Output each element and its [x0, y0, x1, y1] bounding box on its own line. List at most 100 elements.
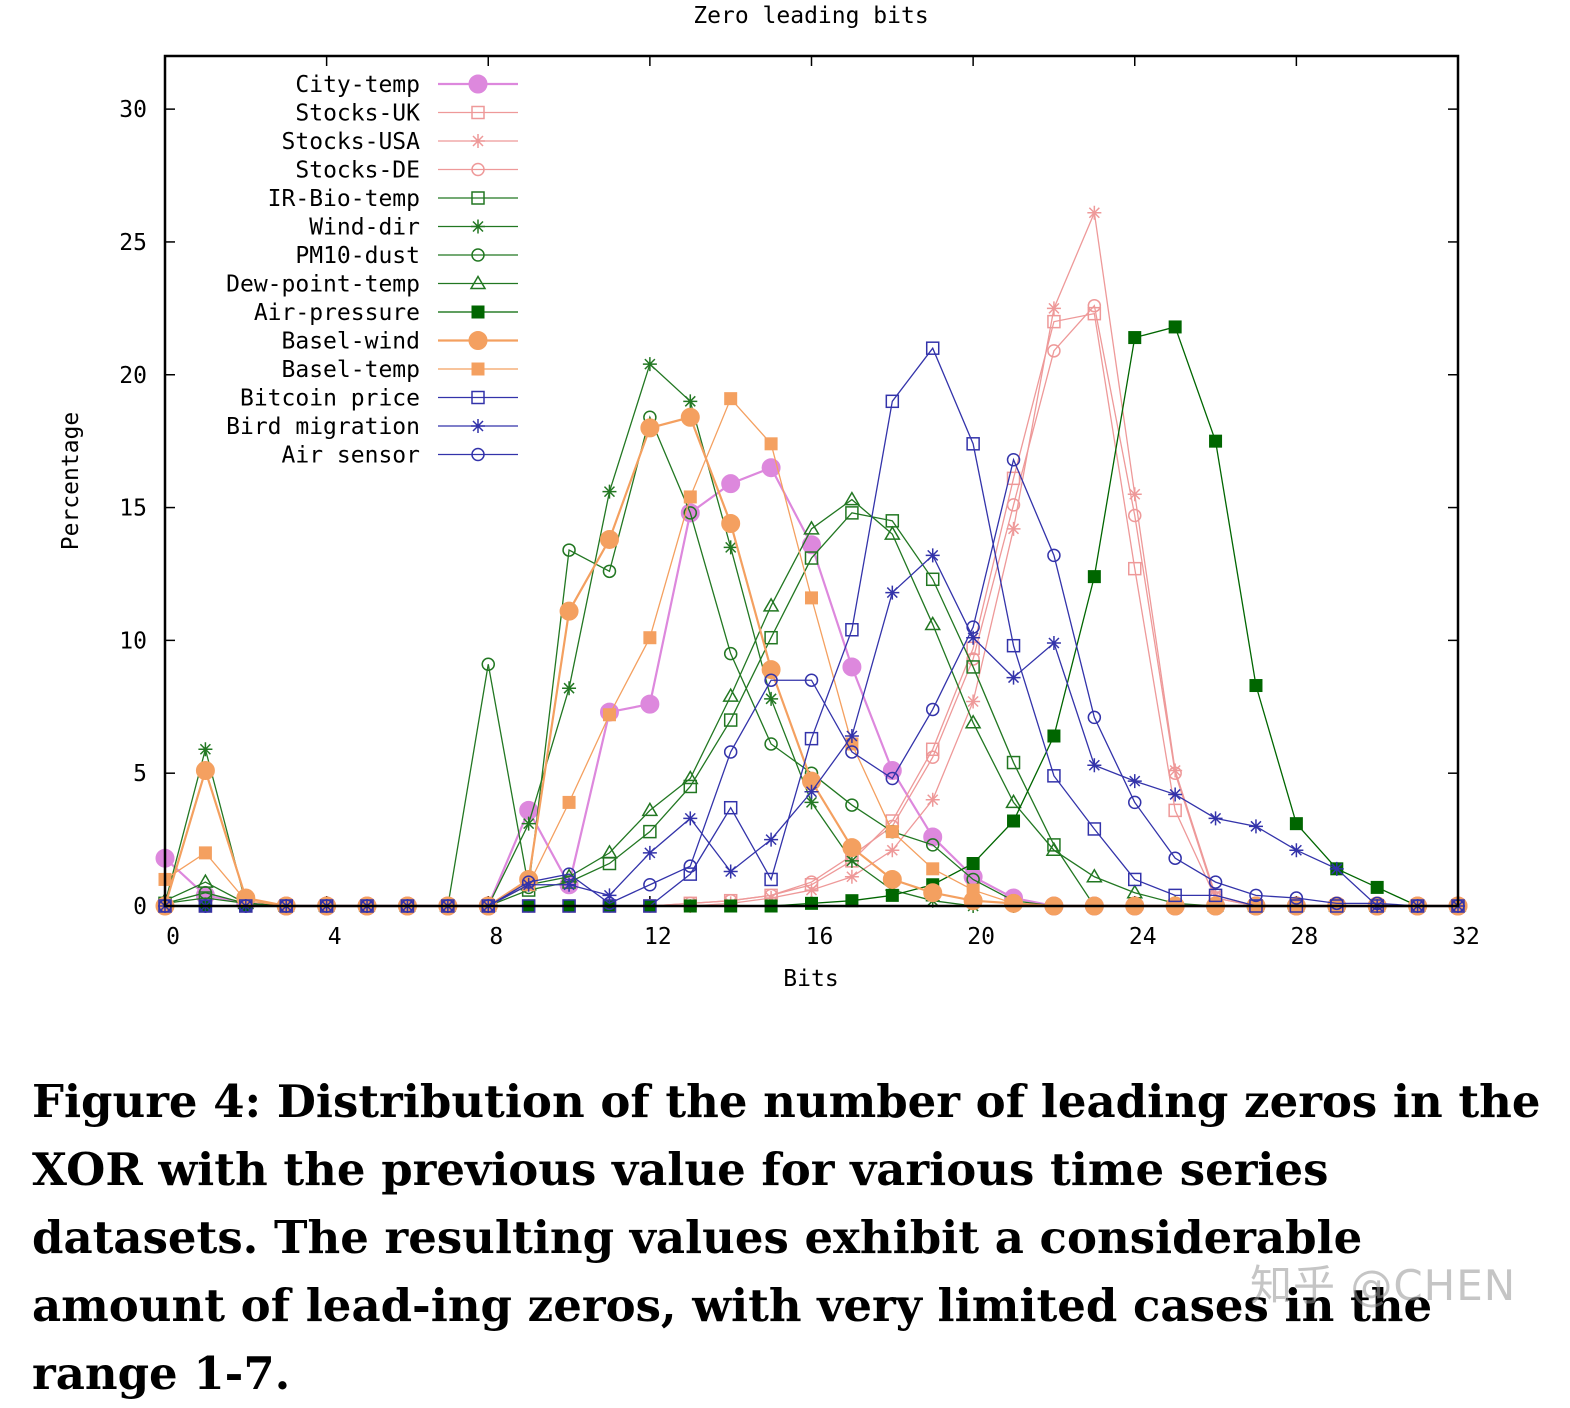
- data-point: [804, 551, 819, 565]
- data-point: [1168, 803, 1182, 818]
- data-point: [966, 652, 980, 666]
- data-point: [966, 883, 980, 897]
- data-point: [562, 543, 576, 557]
- data-point: [1249, 888, 1263, 903]
- data-point: [471, 447, 485, 462]
- data-point: [844, 853, 859, 868]
- data-point: [1047, 729, 1061, 743]
- legend-label: PM10-dust: [295, 243, 420, 269]
- figure-caption: Figure 4: Distribution of the number of …: [32, 1075, 1541, 1400]
- data-point: [1006, 498, 1021, 512]
- series-pm10-dust: [158, 410, 1465, 913]
- data-point: [468, 74, 488, 94]
- legend-label: Stocks-UK: [295, 101, 420, 127]
- data-point: [723, 713, 738, 727]
- data-point: [1168, 320, 1182, 334]
- data-point: [643, 878, 657, 892]
- data-point: [1006, 670, 1021, 685]
- data-point: [521, 877, 536, 892]
- data-point: [1289, 891, 1304, 905]
- axis-ticks: 0 4 8 12 16 20 24 28 32 0 5 10 15 20 25 30: [119, 56, 1480, 950]
- data-point: [471, 390, 485, 405]
- data-point: [1007, 814, 1021, 828]
- data-point: [1128, 872, 1142, 887]
- x-tick-label: 8: [489, 924, 503, 950]
- data-point: [764, 737, 778, 751]
- data-point: [1330, 896, 1344, 911]
- data-point: [966, 620, 980, 634]
- data-point: [1248, 819, 1263, 834]
- data-point: [964, 714, 982, 729]
- data-point: [925, 572, 940, 587]
- data-point: [842, 838, 862, 858]
- x-tick-label: 16: [806, 924, 834, 950]
- x-tick-label: 0: [166, 924, 180, 950]
- data-point: [471, 134, 485, 148]
- data-point: [722, 687, 739, 702]
- x-tick-label: 20: [967, 924, 995, 950]
- x-tick-label: 12: [644, 924, 672, 950]
- data-point: [471, 419, 485, 433]
- data-point: [521, 816, 536, 831]
- data-point: [1168, 888, 1182, 903]
- data-point: [925, 548, 940, 563]
- y-tick-label: 15: [119, 496, 147, 522]
- y-tick-label: 10: [119, 628, 147, 654]
- series-basel-wind: [155, 407, 1468, 916]
- data-point: [1168, 787, 1183, 802]
- data-point: [885, 888, 899, 902]
- data-point: [1289, 817, 1303, 831]
- data-point: [1045, 841, 1063, 856]
- data-point: [844, 869, 859, 884]
- data-point: [926, 862, 940, 876]
- data-point: [925, 750, 940, 764]
- data-point: [885, 585, 900, 600]
- data-point: [681, 770, 699, 785]
- data-point: [843, 491, 861, 506]
- data-point: [1126, 884, 1144, 899]
- y-tick-label: 5: [133, 761, 147, 787]
- data-point: [1086, 868, 1103, 883]
- data-point: [882, 869, 902, 889]
- data-point: [195, 761, 215, 781]
- data-point: [764, 673, 778, 687]
- data-point: [764, 832, 779, 847]
- data-point: [844, 729, 859, 743]
- data-point: [521, 875, 536, 889]
- data-point: [764, 872, 778, 887]
- data-point: [845, 506, 859, 520]
- series-dew-point-temp: [156, 491, 1467, 912]
- data-point: [602, 888, 617, 903]
- data-point: [1047, 344, 1061, 358]
- data-point: [761, 660, 781, 680]
- data-point: [642, 357, 657, 372]
- data-point: [885, 771, 900, 786]
- data-point: [1209, 434, 1223, 448]
- data-point: [559, 601, 579, 621]
- data-point: [762, 597, 780, 612]
- data-point: [925, 792, 940, 807]
- data-point: [642, 845, 657, 860]
- legend-label: Air-pressure: [254, 300, 420, 326]
- data-point: [723, 540, 738, 555]
- data-point: [471, 248, 485, 262]
- x-tick-label: 4: [328, 924, 342, 950]
- data-point: [1087, 205, 1102, 220]
- data-point: [602, 708, 616, 722]
- data-point: [602, 484, 617, 499]
- data-point: [723, 646, 738, 661]
- data-point: [471, 219, 485, 234]
- data-point: [804, 795, 819, 810]
- data-point: [764, 630, 778, 645]
- data-point: [764, 691, 779, 706]
- watermark: 知乎 @CHEN: [1250, 1261, 1517, 1310]
- data-point: [1006, 521, 1021, 536]
- series-line-basel-wind: [163, 415, 1458, 908]
- data-point: [804, 731, 819, 746]
- data-point: [1047, 314, 1061, 329]
- data-point: [1046, 301, 1061, 316]
- legend-label: Basel-wind: [282, 329, 420, 355]
- data-point: [885, 825, 899, 839]
- data-point: [640, 694, 660, 714]
- data-point: [471, 362, 485, 376]
